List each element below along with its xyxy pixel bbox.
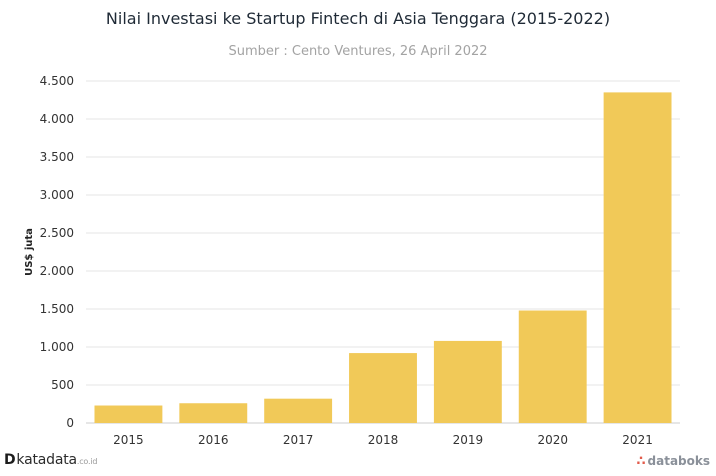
databoks-logo-icon: ∴ bbox=[636, 454, 646, 469]
y-tick-label: 1.000 bbox=[40, 340, 74, 354]
x-tick-label: 2015 bbox=[113, 433, 144, 447]
x-tick-label: 2018 bbox=[368, 433, 399, 447]
chart-title: Nilai Investasi ke Startup Fintech di As… bbox=[105, 9, 611, 28]
bar-2020 bbox=[518, 310, 587, 423]
y-tick-label: 2.000 bbox=[40, 264, 74, 278]
x-tick-label: 2020 bbox=[537, 433, 568, 447]
y-tick-label: 3.000 bbox=[40, 188, 74, 202]
katadata-name: katadata bbox=[16, 452, 77, 468]
katadata-suffix: .co.id bbox=[76, 457, 98, 466]
y-tick-label: 2.500 bbox=[40, 226, 74, 240]
x-tick-label: 2016 bbox=[198, 433, 229, 447]
y-axis-label: US$ juta bbox=[24, 228, 35, 276]
y-tick-label: 0 bbox=[66, 416, 74, 430]
x-tick-labels: 2015 2016 2017 2018 2019 2020 2021 bbox=[113, 433, 653, 447]
bar-2017 bbox=[264, 398, 333, 423]
katadata-mark-icon: D bbox=[4, 452, 16, 468]
x-tick-label: 2019 bbox=[453, 433, 484, 447]
bar-2021 bbox=[603, 92, 672, 424]
y-tick-label: 3.500 bbox=[40, 150, 74, 164]
databoks-logo: ∴ databoks bbox=[636, 454, 710, 469]
y-tick-labels: 0 500 1.000 1.500 2.000 2.500 3.000 3.500 4.000 4… bbox=[40, 74, 74, 430]
chart-subtitle: Sumber : Cento Ventures, 26 April 2022 bbox=[228, 44, 488, 59]
bar-2015 bbox=[94, 405, 163, 423]
bar-2016 bbox=[179, 403, 248, 423]
y-tick-label: 500 bbox=[51, 378, 74, 392]
x-tick-label: 2021 bbox=[622, 433, 653, 447]
bar-2018 bbox=[349, 353, 417, 423]
bars bbox=[94, 92, 672, 424]
bar-2019 bbox=[433, 340, 502, 423]
databoks-name: databoks bbox=[647, 454, 710, 468]
x-tick-label: 2017 bbox=[283, 433, 314, 447]
y-tick-label: 4.000 bbox=[40, 112, 74, 126]
katadata-logo: Dkatadata.co.id bbox=[4, 452, 97, 468]
y-tick-label: 4.500 bbox=[40, 74, 74, 88]
y-tick-label: 1.500 bbox=[40, 302, 74, 316]
